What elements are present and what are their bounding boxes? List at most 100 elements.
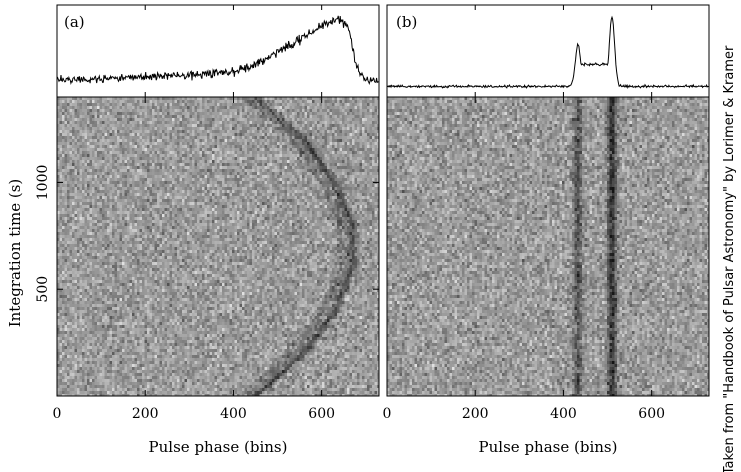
heatmap-cell <box>132 205 135 208</box>
heatmap-cell <box>234 142 237 145</box>
heatmap-cell <box>357 202 360 205</box>
heatmap-cell <box>287 169 290 172</box>
heatmap-cell <box>362 124 365 127</box>
heatmap-cell <box>329 193 332 196</box>
heatmap-cell <box>237 169 240 172</box>
heatmap-cell <box>287 103 290 106</box>
heatmap-cell <box>107 175 110 178</box>
heatmap-cell <box>194 151 197 154</box>
heatmap-cell <box>349 175 352 178</box>
heatmap-cell <box>307 172 310 175</box>
heatmap-cell <box>182 163 185 166</box>
heatmap-cell <box>154 130 157 133</box>
heatmap-cell <box>284 208 287 211</box>
heatmap-cell <box>292 127 295 130</box>
heatmap-cell <box>247 208 250 211</box>
heatmap-cell <box>342 130 345 133</box>
heatmap-cell <box>254 181 257 184</box>
heatmap-cell <box>149 208 152 211</box>
heatmap-cell <box>299 154 302 157</box>
heatmap-cell <box>107 139 110 142</box>
heatmap-cell <box>122 187 125 190</box>
heatmap-cell <box>87 142 90 145</box>
heatmap-cell <box>364 121 367 124</box>
heatmap-cell <box>339 199 342 202</box>
heatmap-cell <box>214 178 217 181</box>
heatmap-cell <box>167 124 170 127</box>
heatmap-cell <box>179 172 182 175</box>
heatmap-cell <box>164 166 167 169</box>
heatmap-cell <box>157 148 160 151</box>
heatmap-cell <box>344 130 347 133</box>
heatmap-cell <box>357 154 360 157</box>
heatmap-cell <box>169 145 172 148</box>
heatmap-cell <box>364 112 367 115</box>
heatmap-cell <box>247 97 250 100</box>
heatmap-cell <box>367 124 370 127</box>
heatmap-cell <box>337 166 340 169</box>
heatmap-cell <box>374 133 377 136</box>
heatmap-cell <box>157 208 160 211</box>
heatmap-cell <box>342 124 345 127</box>
heatmap-cell <box>77 187 80 190</box>
heatmap-cell <box>234 172 237 175</box>
heatmap-cell <box>334 184 337 187</box>
heatmap-cell <box>167 187 170 190</box>
heatmap-cell <box>237 103 240 106</box>
heatmap-cell <box>227 106 230 109</box>
heatmap-cell <box>184 106 187 109</box>
heatmap-cell <box>302 187 305 190</box>
heatmap-cell <box>262 112 265 115</box>
heatmap-cell <box>229 211 232 214</box>
heatmap-cell <box>352 136 355 139</box>
heatmap-cell <box>354 172 357 175</box>
heatmap-cell <box>357 172 360 175</box>
heatmap-cell <box>182 205 185 208</box>
heatmap-cell <box>112 187 115 190</box>
heatmap-cell <box>299 193 302 196</box>
heatmap-cell <box>249 109 252 112</box>
heatmap-cell <box>352 196 355 199</box>
heatmap-cell <box>342 199 345 202</box>
heatmap-cell <box>227 211 230 214</box>
heatmap-cell <box>159 193 162 196</box>
heatmap-cell <box>184 193 187 196</box>
heatmap-cell <box>102 100 105 103</box>
heatmap-cell <box>89 187 92 190</box>
heatmap-cell <box>77 160 80 163</box>
heatmap-cell <box>359 145 362 148</box>
heatmap-cell <box>287 205 290 208</box>
heatmap-cell <box>162 121 165 124</box>
heatmap-cell <box>174 118 177 121</box>
heatmap-cell <box>107 163 110 166</box>
heatmap-cell <box>102 139 105 142</box>
heatmap-cell <box>377 112 379 115</box>
heatmap-cell <box>194 187 197 190</box>
heatmap-cell <box>194 166 197 169</box>
heatmap-cell <box>194 190 197 193</box>
heatmap-cell <box>142 118 145 121</box>
heatmap-cell <box>192 97 195 100</box>
heatmap-cell <box>79 208 82 211</box>
heatmap-cell <box>347 127 350 130</box>
heatmap-cell <box>72 136 75 139</box>
heatmap-cell <box>214 139 217 142</box>
heatmap-cell <box>224 112 227 115</box>
heatmap-cell <box>137 166 140 169</box>
heatmap-cell <box>362 103 365 106</box>
heatmap-cell <box>232 181 235 184</box>
heatmap-cell <box>377 154 379 157</box>
heatmap-cell <box>294 148 297 151</box>
heatmap-cell <box>372 109 375 112</box>
heatmap-cell <box>232 199 235 202</box>
heatmap-cell <box>104 103 107 106</box>
heatmap-cell <box>257 205 260 208</box>
heatmap-cell <box>274 193 277 196</box>
heatmap-cell <box>74 160 77 163</box>
heatmap-cell <box>307 133 310 136</box>
heatmap-cell <box>342 133 345 136</box>
heatmap-cell <box>242 184 245 187</box>
heatmap-cell <box>339 109 342 112</box>
heatmap-cell <box>342 196 345 199</box>
heatmap-cell <box>364 187 367 190</box>
